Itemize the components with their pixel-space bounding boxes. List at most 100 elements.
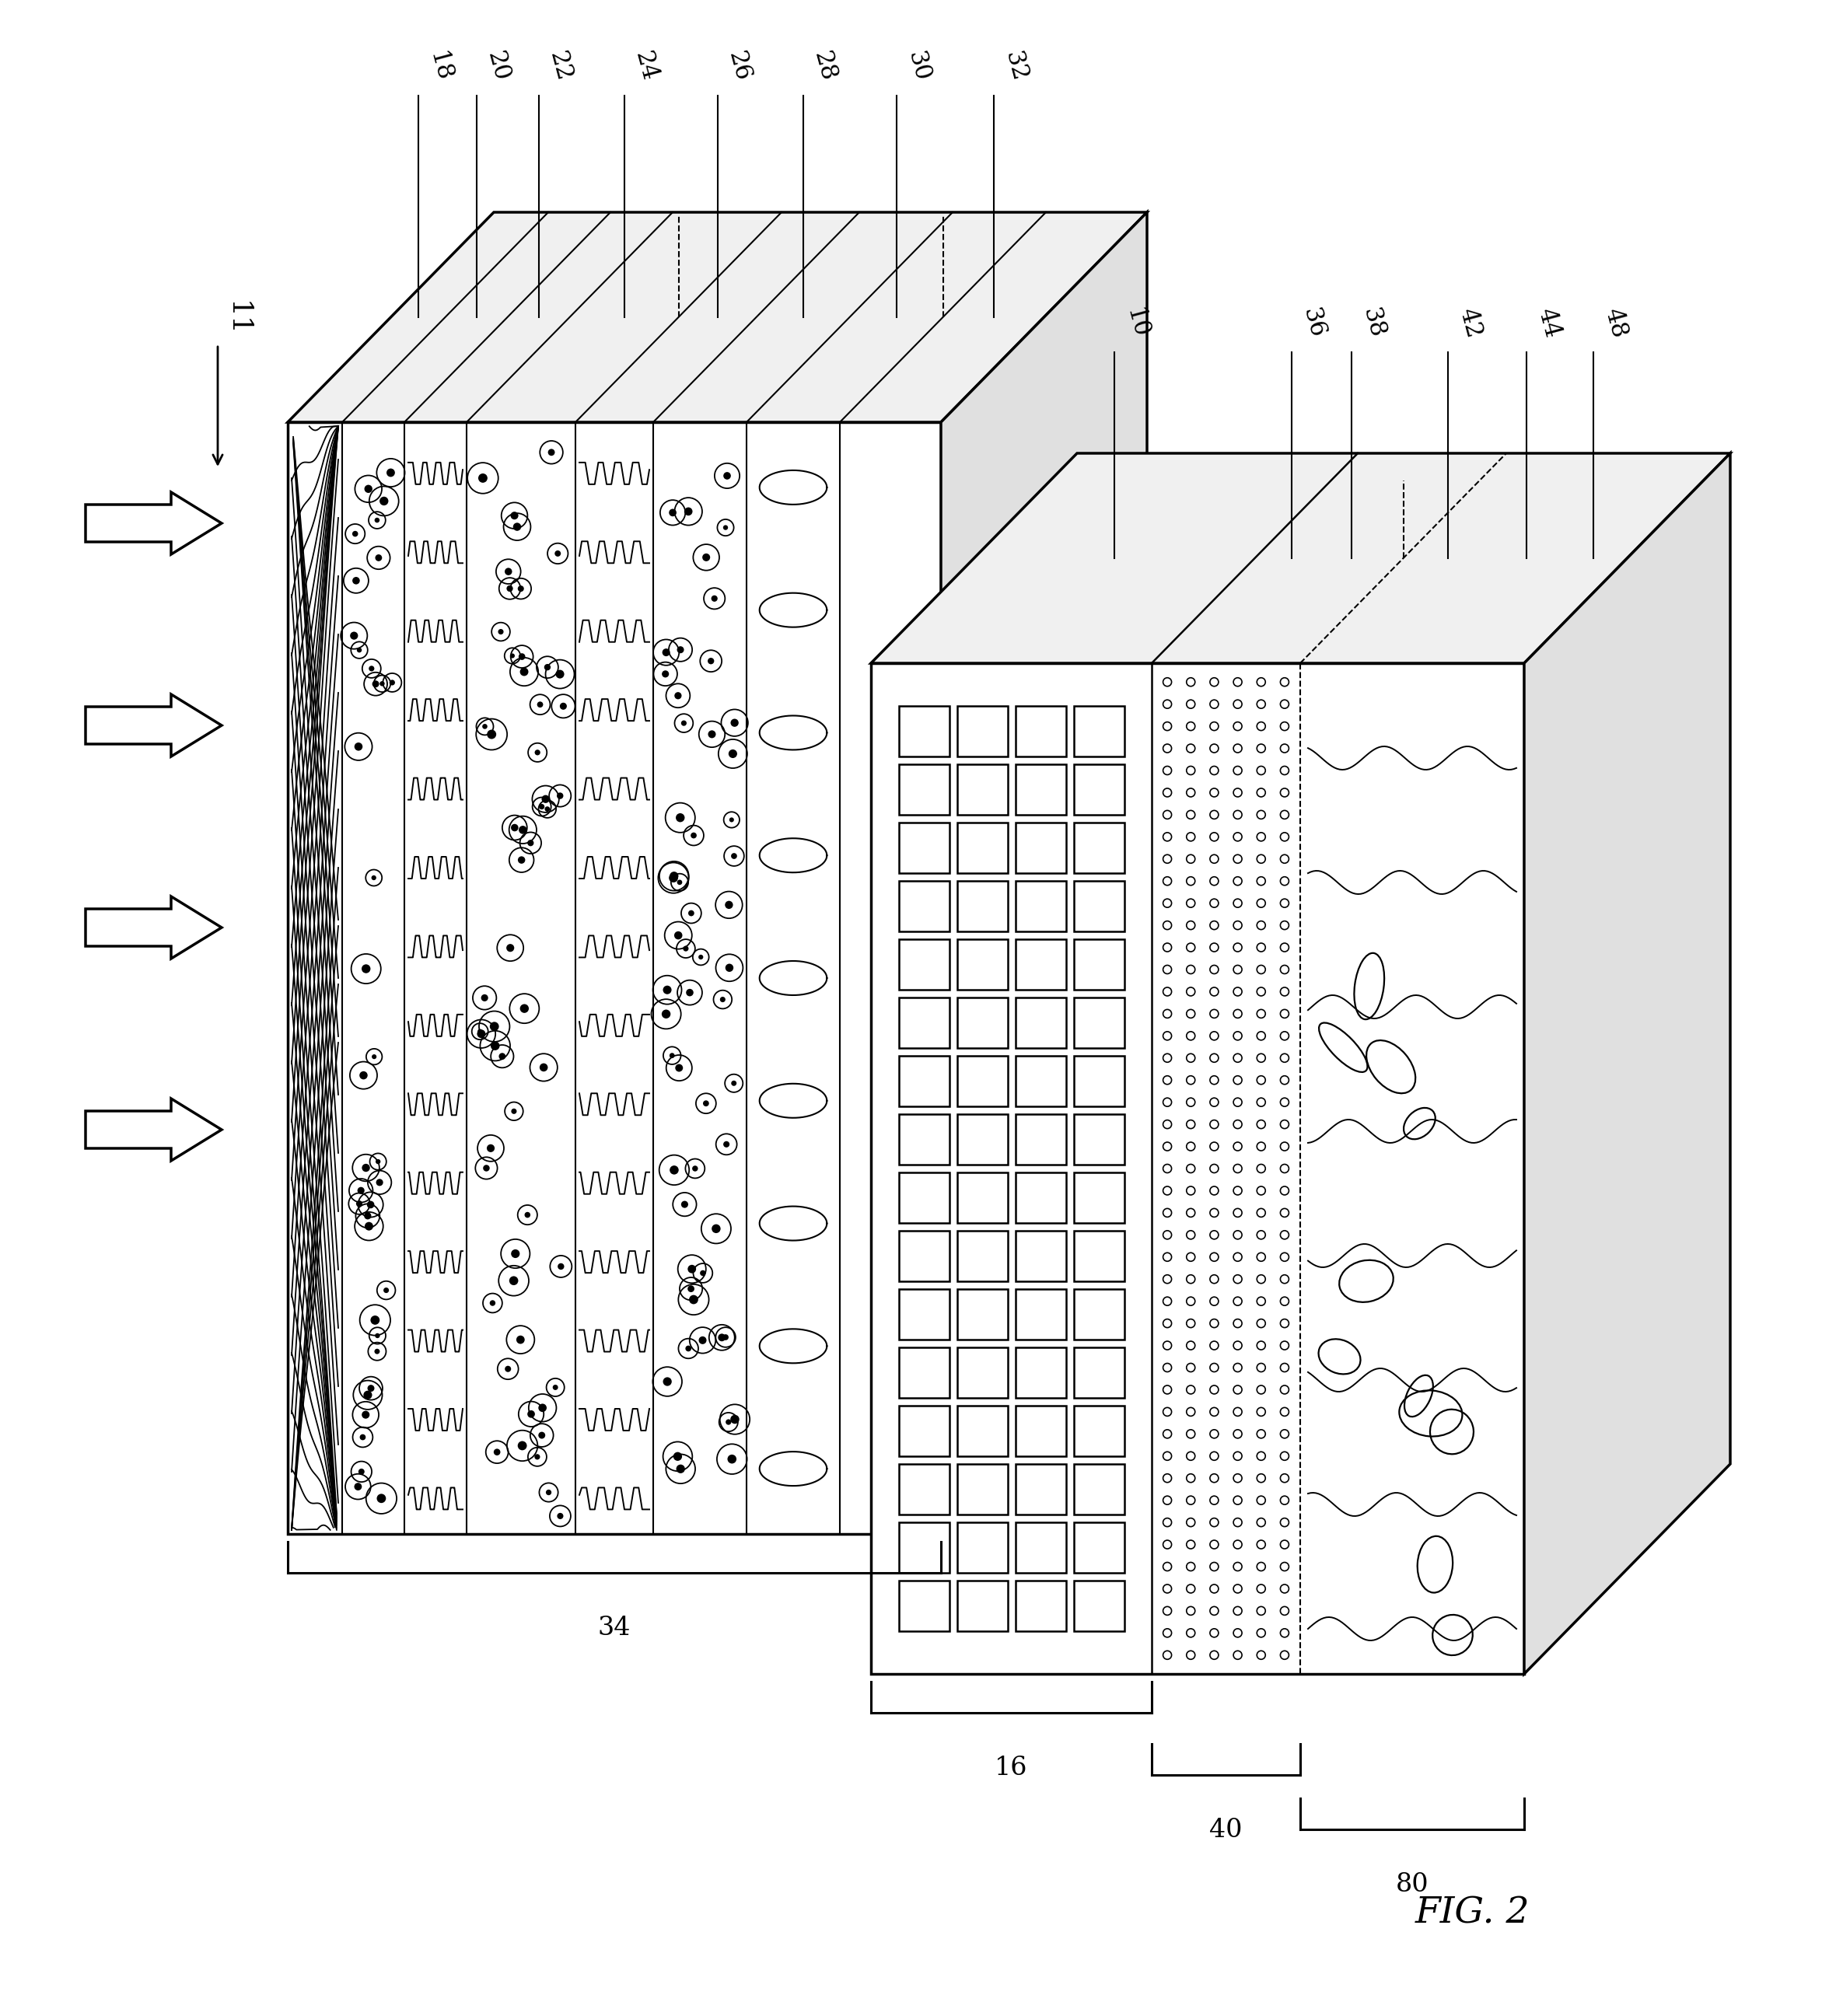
Circle shape xyxy=(690,1294,699,1304)
Text: 24: 24 xyxy=(631,48,662,85)
Circle shape xyxy=(708,730,715,738)
Circle shape xyxy=(514,522,521,530)
Bar xyxy=(898,823,949,873)
Text: 48: 48 xyxy=(1600,304,1631,341)
Text: 11: 11 xyxy=(223,300,251,337)
Circle shape xyxy=(721,996,726,1002)
Circle shape xyxy=(691,1165,699,1171)
Bar xyxy=(1074,1173,1125,1224)
Circle shape xyxy=(691,833,697,839)
Text: 32: 32 xyxy=(1000,48,1032,85)
Circle shape xyxy=(375,1333,380,1339)
Circle shape xyxy=(525,1212,530,1218)
Bar xyxy=(898,1115,949,1165)
Circle shape xyxy=(675,691,682,700)
Bar xyxy=(898,998,949,1048)
Circle shape xyxy=(519,827,527,835)
Bar xyxy=(1074,998,1125,1048)
Circle shape xyxy=(369,665,375,671)
Bar xyxy=(898,1405,949,1456)
Circle shape xyxy=(556,792,563,798)
Bar xyxy=(957,1230,1008,1282)
Circle shape xyxy=(380,496,388,506)
Circle shape xyxy=(518,857,525,863)
Circle shape xyxy=(662,671,669,677)
Polygon shape xyxy=(940,212,1147,1534)
Bar xyxy=(1015,1288,1066,1339)
Circle shape xyxy=(722,524,728,530)
Bar xyxy=(898,1230,949,1282)
Bar xyxy=(957,881,1008,931)
Bar xyxy=(1074,1405,1125,1456)
Bar xyxy=(1074,706,1125,756)
Bar xyxy=(1074,764,1125,814)
Bar xyxy=(898,1464,949,1514)
Circle shape xyxy=(477,474,488,482)
Circle shape xyxy=(375,1349,380,1355)
Circle shape xyxy=(358,1468,364,1476)
Circle shape xyxy=(477,1030,485,1038)
Bar xyxy=(1015,1405,1066,1456)
Text: 26: 26 xyxy=(724,48,755,85)
Bar xyxy=(957,764,1008,814)
Circle shape xyxy=(677,1464,686,1474)
Circle shape xyxy=(538,1431,545,1439)
Circle shape xyxy=(510,825,518,831)
Circle shape xyxy=(371,681,379,687)
Circle shape xyxy=(490,1042,499,1050)
Bar xyxy=(957,1581,1008,1631)
Bar xyxy=(1074,1056,1125,1107)
Bar xyxy=(1015,764,1066,814)
Circle shape xyxy=(722,472,732,480)
Circle shape xyxy=(519,653,525,659)
Bar xyxy=(1015,1056,1066,1107)
Bar xyxy=(1074,939,1125,990)
Circle shape xyxy=(357,1187,364,1193)
Circle shape xyxy=(538,702,543,708)
Bar xyxy=(957,1347,1008,1397)
Polygon shape xyxy=(287,212,1147,421)
Circle shape xyxy=(701,1270,706,1276)
Bar xyxy=(1015,1115,1066,1165)
Circle shape xyxy=(375,1159,380,1163)
Circle shape xyxy=(364,1222,373,1230)
Bar xyxy=(957,1115,1008,1165)
Circle shape xyxy=(499,1052,505,1060)
Circle shape xyxy=(545,806,551,812)
Circle shape xyxy=(483,1165,490,1171)
Polygon shape xyxy=(1524,454,1730,1673)
Circle shape xyxy=(669,1052,675,1058)
Polygon shape xyxy=(871,663,1524,1673)
Circle shape xyxy=(558,1512,563,1520)
Bar xyxy=(898,881,949,931)
Circle shape xyxy=(669,508,677,516)
Bar xyxy=(898,939,949,990)
Text: 42: 42 xyxy=(1454,304,1485,341)
Bar xyxy=(1074,1464,1125,1514)
Text: 34: 34 xyxy=(598,1615,631,1641)
Circle shape xyxy=(353,577,360,585)
Text: 16: 16 xyxy=(995,1756,1028,1780)
Circle shape xyxy=(505,569,512,575)
Circle shape xyxy=(677,879,682,885)
Circle shape xyxy=(702,554,710,560)
Circle shape xyxy=(518,1441,527,1450)
Circle shape xyxy=(675,1064,682,1073)
Circle shape xyxy=(699,956,702,960)
Circle shape xyxy=(487,1145,494,1153)
Circle shape xyxy=(371,1054,377,1058)
Circle shape xyxy=(545,663,551,671)
Circle shape xyxy=(507,943,514,952)
Circle shape xyxy=(519,1004,529,1012)
Polygon shape xyxy=(287,421,940,1534)
Circle shape xyxy=(368,1385,375,1391)
Bar xyxy=(898,1522,949,1572)
Bar xyxy=(898,706,949,756)
Text: 22: 22 xyxy=(545,48,576,85)
Bar xyxy=(957,1288,1008,1339)
Circle shape xyxy=(688,909,695,915)
Circle shape xyxy=(355,742,362,750)
Text: 20: 20 xyxy=(483,48,514,85)
Circle shape xyxy=(675,812,684,823)
Circle shape xyxy=(519,667,529,675)
